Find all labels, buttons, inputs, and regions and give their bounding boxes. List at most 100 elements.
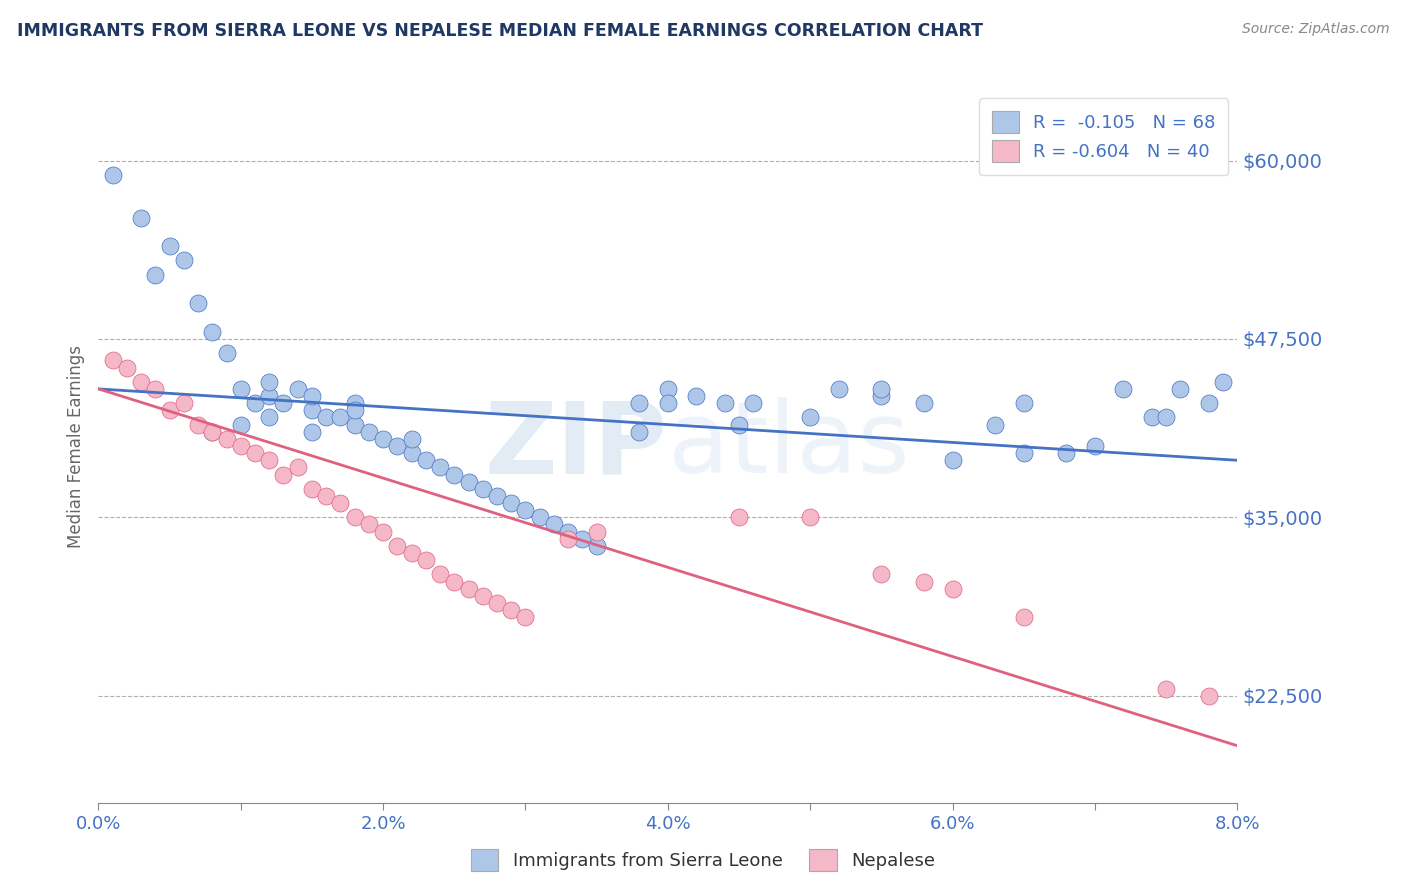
Point — [415, 553, 437, 567]
Point — [628, 425, 651, 439]
Point — [429, 567, 451, 582]
Point — [870, 389, 893, 403]
Point — [828, 382, 851, 396]
Point — [912, 574, 935, 589]
Point — [501, 603, 523, 617]
Point — [1140, 410, 1163, 425]
Point — [201, 425, 224, 439]
Point — [501, 496, 523, 510]
Point — [301, 482, 323, 496]
Point — [657, 382, 679, 396]
Y-axis label: Median Female Earnings: Median Female Earnings — [67, 344, 86, 548]
Point — [557, 524, 579, 539]
Point — [173, 396, 195, 410]
Point — [1112, 382, 1135, 396]
Point — [301, 425, 323, 439]
Point — [870, 382, 893, 396]
Point — [457, 582, 479, 596]
Point — [187, 296, 209, 310]
Point — [273, 396, 295, 410]
Point — [315, 410, 337, 425]
Point — [984, 417, 1007, 432]
Point — [1198, 396, 1220, 410]
Point — [471, 482, 494, 496]
Point — [145, 268, 167, 282]
Point — [714, 396, 737, 410]
Legend: Immigrants from Sierra Leone, Nepalese: Immigrants from Sierra Leone, Nepalese — [464, 842, 942, 879]
Text: Source: ZipAtlas.com: Source: ZipAtlas.com — [1241, 22, 1389, 37]
Text: ZIP: ZIP — [485, 398, 668, 494]
Point — [301, 403, 323, 417]
Point — [259, 389, 281, 403]
Point — [429, 460, 451, 475]
Point — [243, 396, 266, 410]
Point — [343, 396, 366, 410]
Point — [343, 403, 366, 417]
Point — [799, 410, 821, 425]
Point — [129, 211, 152, 225]
Point — [371, 432, 394, 446]
Point — [1154, 681, 1177, 696]
Point — [486, 596, 509, 610]
Point — [1084, 439, 1107, 453]
Point — [942, 453, 965, 467]
Point — [229, 439, 252, 453]
Legend: R =  -0.105   N = 68, R = -0.604   N = 40: R = -0.105 N = 68, R = -0.604 N = 40 — [979, 98, 1229, 175]
Point — [301, 389, 323, 403]
Point — [799, 510, 821, 524]
Point — [471, 589, 494, 603]
Point — [387, 539, 409, 553]
Point — [215, 346, 238, 360]
Point — [401, 432, 423, 446]
Text: IMMIGRANTS FROM SIERRA LEONE VS NEPALESE MEDIAN FEMALE EARNINGS CORRELATION CHAR: IMMIGRANTS FROM SIERRA LEONE VS NEPALESE… — [17, 22, 983, 40]
Point — [173, 253, 195, 268]
Point — [329, 496, 352, 510]
Point — [1012, 446, 1035, 460]
Point — [443, 574, 465, 589]
Point — [557, 532, 579, 546]
Point — [912, 396, 935, 410]
Point — [1012, 610, 1035, 624]
Point — [728, 510, 751, 524]
Point — [628, 396, 651, 410]
Point — [201, 425, 224, 439]
Point — [159, 239, 181, 253]
Text: atlas: atlas — [668, 398, 910, 494]
Point — [343, 510, 366, 524]
Point — [229, 382, 252, 396]
Point — [115, 360, 138, 375]
Point — [229, 417, 252, 432]
Point — [1012, 396, 1035, 410]
Point — [387, 439, 409, 453]
Point — [457, 475, 479, 489]
Point — [515, 503, 537, 517]
Point — [357, 517, 380, 532]
Point — [657, 396, 679, 410]
Point — [129, 375, 152, 389]
Point — [343, 417, 366, 432]
Point — [273, 467, 295, 482]
Point — [415, 453, 437, 467]
Point — [486, 489, 509, 503]
Point — [1170, 382, 1192, 396]
Point — [243, 446, 266, 460]
Point — [201, 325, 224, 339]
Point — [543, 517, 565, 532]
Point — [401, 546, 423, 560]
Point — [259, 410, 281, 425]
Point — [315, 489, 337, 503]
Point — [515, 610, 537, 624]
Point — [401, 446, 423, 460]
Point — [443, 467, 465, 482]
Point — [101, 168, 124, 182]
Point — [870, 567, 893, 582]
Point — [145, 382, 167, 396]
Point — [685, 389, 707, 403]
Point — [529, 510, 551, 524]
Point — [585, 539, 607, 553]
Point — [1212, 375, 1234, 389]
Point — [287, 460, 309, 475]
Point — [187, 417, 209, 432]
Point — [1198, 689, 1220, 703]
Point — [329, 410, 352, 425]
